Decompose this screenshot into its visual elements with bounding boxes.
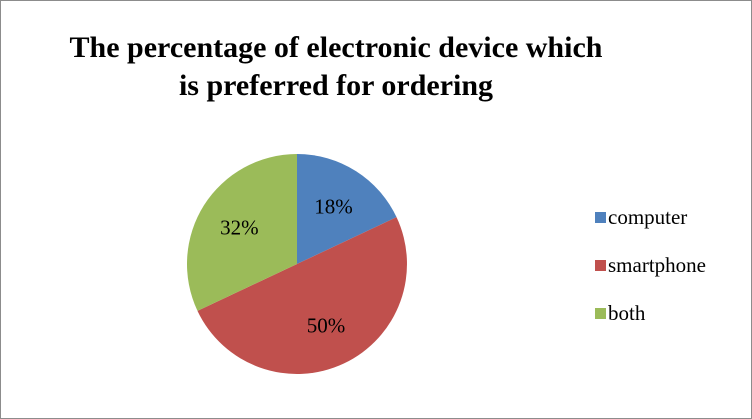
legend-swatch-computer	[595, 211, 606, 223]
legend-item-both: both	[595, 299, 706, 327]
pie-slice-both	[186, 154, 298, 311]
legend-label-smartphone: smartphone	[608, 252, 706, 277]
pie-slice-smartphone	[197, 217, 407, 374]
pie-labels: 18% 50% 32%	[220, 194, 353, 337]
legend-swatch-smartphone	[595, 259, 606, 271]
chart-title-line-2: is preferred for ordering	[178, 69, 494, 102]
pie-label-both: 32%	[220, 215, 259, 239]
legend: computer smartphone both	[595, 203, 706, 347]
legend-label-computer: computer	[608, 204, 688, 229]
legend-item-smartphone: smartphone	[595, 251, 706, 279]
chart-title-line-1: The percentage of electronic device whic…	[69, 31, 603, 64]
chart-title: The percentage of electronic device whic…	[61, 29, 611, 105]
legend-item-computer: computer	[595, 203, 706, 231]
legend-swatch-both	[595, 307, 606, 319]
pie-label-computer: 18%	[314, 194, 353, 218]
pie-slice-computer	[297, 154, 397, 264]
legend-label-both: both	[608, 300, 646, 325]
pie-label-smartphone: 50%	[307, 314, 346, 338]
pie-slices	[186, 154, 407, 374]
